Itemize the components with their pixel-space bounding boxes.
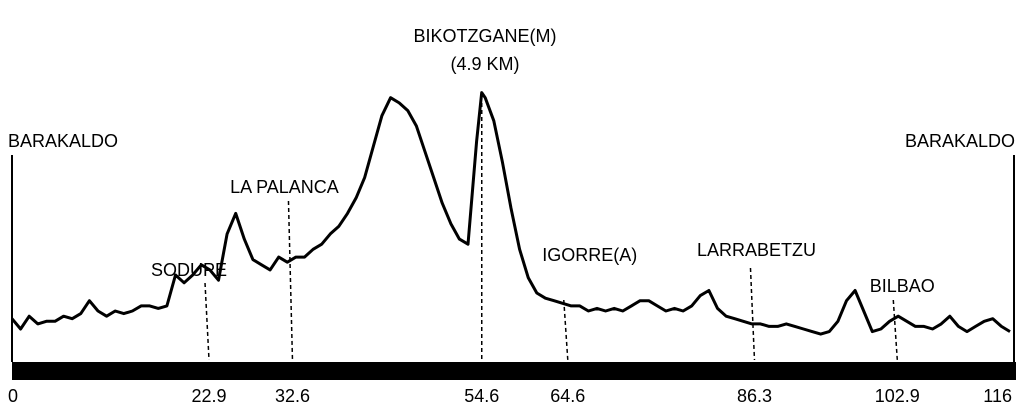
waypoint-label-larrabetzu: LARRABETZU [697, 240, 816, 260]
distance-bar [12, 362, 1016, 380]
waypoint-labels: SODUPE LA PALANCA IGORRE(A) LARRABETZU BILBA… [151, 177, 935, 296]
x-tick-label: 32.6 [275, 386, 310, 406]
axis-lines [11, 155, 1015, 362]
x-tick-label: 102.9 [875, 386, 920, 406]
x-tick-label: 116 [983, 386, 1012, 406]
x-tick-label: 86.3 [737, 386, 772, 406]
waypoint-markers [204, 96, 899, 361]
end-label: BARAKALDO [905, 131, 1015, 151]
x-tick-label: 54.6 [464, 386, 499, 406]
waypoint-line-bilbao [892, 299, 899, 361]
waypoint-line-la-palanca [287, 200, 294, 361]
summit-distance-label: (4.9 KM) [450, 54, 519, 74]
elevation-profile-line [10, 91, 1011, 336]
waypoint-label-la-palanca: LA PALANCA [230, 177, 339, 197]
x-tick-labels: 0 22.9 32.6 54.6 64.6 86.3 102.9 116 [8, 386, 1012, 406]
summit-name-label: BIKOTZGANE(M) [414, 26, 557, 46]
waypoint-line-sodupe [204, 282, 210, 361]
x-tick-label: 0 [8, 386, 18, 406]
waypoint-line-igorre-a- [563, 299, 569, 361]
waypoint-line-larrabetzu [749, 267, 756, 361]
x-tick-label: 22.9 [191, 386, 226, 406]
start-label: BARAKALDO [8, 131, 118, 151]
waypoint-label-igorre-a-: IGORRE(A) [542, 245, 637, 265]
x-tick-label: 64.6 [550, 386, 585, 406]
waypoint-label-bilbao: BILBAO [870, 276, 935, 296]
waypoint-label-sodupe: SODUPE [151, 260, 227, 280]
